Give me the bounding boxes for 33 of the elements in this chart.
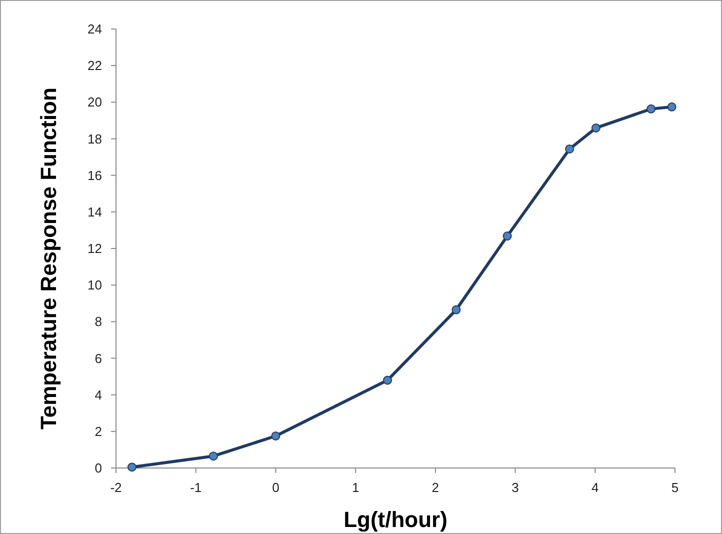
- y-tick-label: 18: [88, 131, 102, 146]
- point: [208, 452, 218, 461]
- x-axis-title: Lg(t/hour): [344, 507, 448, 532]
- y-axis-title: Temperature Response Function: [36, 88, 61, 430]
- x-tick-label: 1: [352, 480, 360, 495]
- x-tick-label: 4: [592, 480, 599, 495]
- point: [127, 462, 136, 472]
- y-tick-label: 4: [94, 387, 102, 402]
- point: [591, 123, 600, 132]
- x-tick-label: -2: [110, 480, 122, 495]
- y-tick-label: 8: [94, 314, 102, 330]
- y-tick-label: 22: [88, 58, 102, 74]
- point: [383, 376, 392, 385]
- y-tick-label: 20: [88, 94, 102, 110]
- point: [667, 102, 676, 112]
- y-tick-label: 14: [88, 204, 102, 220]
- y-tick-label: 0: [94, 460, 102, 476]
- x-tick-label: 3: [512, 480, 519, 495]
- point: [646, 104, 656, 114]
- point: [271, 431, 280, 440]
- y-tick-label: 16: [88, 168, 102, 183]
- x-tick-label: 2: [432, 480, 440, 495]
- x-tick-label: 0: [272, 480, 280, 495]
- x-tick-label: 5: [671, 480, 679, 495]
- y-tick-label: 6: [94, 350, 102, 366]
- y-tick-label: 24: [88, 22, 102, 37]
- x-tick-label: -1: [190, 480, 202, 495]
- y-tick-label: 12: [88, 241, 102, 256]
- y-tick-label: 10: [88, 278, 102, 293]
- y-tick-label: 2: [94, 424, 102, 439]
- point: [565, 144, 574, 154]
- point: [502, 232, 512, 241]
- point: [452, 305, 461, 314]
